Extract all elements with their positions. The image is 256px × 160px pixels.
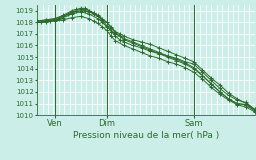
X-axis label: Pression niveau de la mer( hPa ): Pression niveau de la mer( hPa ) [73, 131, 219, 140]
